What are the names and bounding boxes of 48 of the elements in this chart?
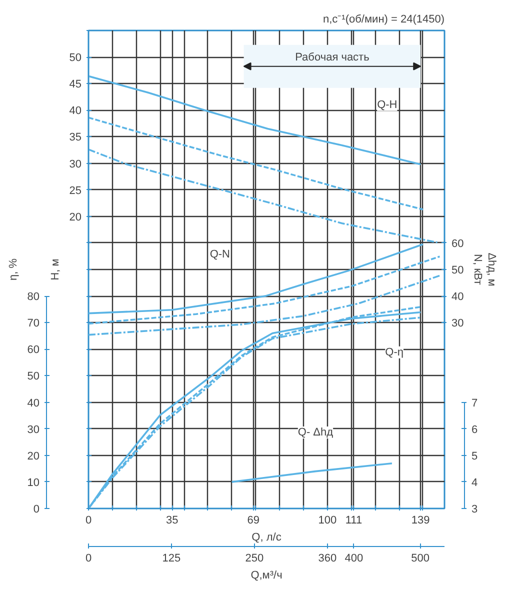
y-tick-label: 35 bbox=[69, 132, 82, 144]
y-tick-label: 5 bbox=[472, 450, 478, 462]
band-label: Рабочая часть bbox=[295, 51, 370, 64]
x-tick-label: 100 bbox=[318, 514, 337, 526]
y3-tick-label: 60 bbox=[452, 238, 464, 250]
x2-tick-label: 360 bbox=[318, 552, 337, 564]
y-tick-label: 40 bbox=[69, 105, 82, 118]
y3-tick-label: 50 bbox=[452, 264, 464, 276]
x-axis-title: Q, л/с bbox=[252, 532, 282, 544]
y-tick-label: 7 bbox=[472, 397, 478, 410]
x2-tick-label: 250 bbox=[245, 552, 264, 564]
y2-tick-label: 80 bbox=[27, 291, 40, 304]
y2-tick-label: 60 bbox=[27, 344, 40, 356]
x-tick-label: 69 bbox=[247, 514, 260, 526]
y-tick-label: 20 bbox=[69, 211, 82, 224]
y-tick-label: 30 bbox=[69, 158, 82, 170]
y-tick-label: 4 bbox=[472, 476, 478, 489]
x2-tick-label: 400 bbox=[344, 552, 364, 564]
y3-tick-label: 30 bbox=[452, 318, 464, 330]
y-axis-title: H, м bbox=[49, 258, 62, 280]
x2-axis-title: Q,м³/ч bbox=[250, 570, 282, 582]
x2-tick-label: 0 bbox=[85, 552, 92, 564]
y-tick-label: 3 bbox=[472, 504, 478, 516]
y2-tick-label: 0 bbox=[33, 504, 40, 516]
y3-tick-label: 40 bbox=[452, 291, 464, 304]
annotation: Q-η bbox=[385, 346, 404, 358]
y-tick-label: 6 bbox=[472, 424, 478, 436]
y2-tick-label: 50 bbox=[27, 370, 40, 383]
y3-axis-title: N, кВт bbox=[472, 254, 484, 285]
y2-tick-label: 70 bbox=[27, 318, 40, 330]
annotation: Q- Δhд bbox=[298, 426, 334, 439]
y2-tick-label: 30 bbox=[27, 424, 40, 436]
x2-tick-label: 125 bbox=[162, 552, 181, 564]
y2-tick-label: 40 bbox=[27, 397, 40, 410]
y2-axis-title: η, % bbox=[7, 258, 20, 281]
x-tick-label: 0 bbox=[85, 514, 92, 526]
x2-tick-label: 500 bbox=[411, 552, 430, 564]
y-tick-label: 45 bbox=[69, 78, 82, 91]
y2-tick-label: 10 bbox=[27, 476, 40, 489]
annotation: Q-N bbox=[210, 248, 230, 261]
y2-tick-label: 20 bbox=[27, 450, 40, 462]
x-tick-label: 139 bbox=[411, 514, 430, 526]
y-tick-label: 25 bbox=[69, 184, 82, 197]
x-tick-label: 111 bbox=[345, 514, 362, 526]
y-axis-title: Δhд, м bbox=[486, 252, 498, 286]
y-tick-label: 50 bbox=[69, 52, 82, 64]
x-tick-label: 35 bbox=[166, 514, 178, 526]
chart-subtitle: n,c⁻¹(об/мин) = 24(1450) bbox=[323, 14, 445, 26]
